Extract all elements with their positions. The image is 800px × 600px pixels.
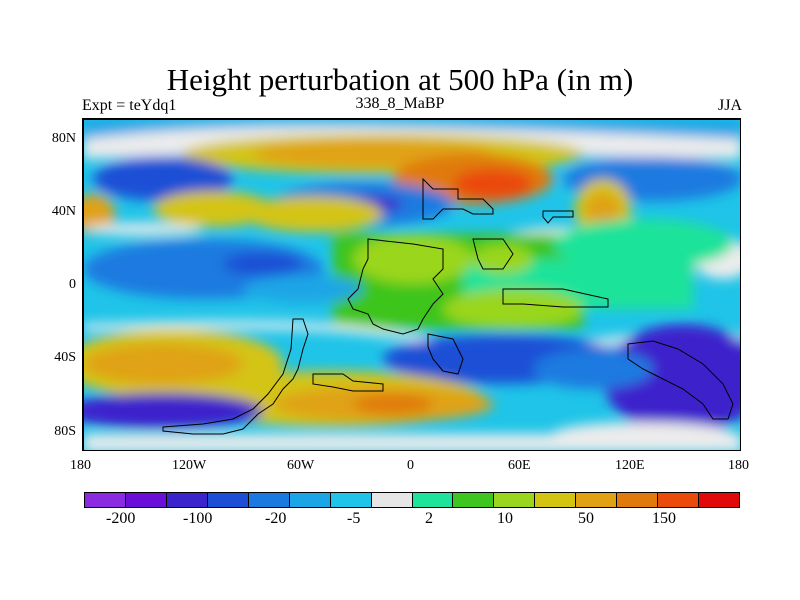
colorbar-swatch — [125, 493, 167, 507]
colorbar-swatch — [330, 493, 372, 507]
contour-field — [83, 119, 740, 450]
x-tick-120e: 120E — [615, 458, 645, 473]
period-label: 338_8_MaBP — [355, 95, 445, 112]
colorbar-swatch — [371, 493, 413, 507]
x-tick-60w: 60W — [287, 458, 315, 473]
y-tick-40s: 40S — [54, 350, 76, 365]
x-tick-60e: 60E — [508, 458, 531, 473]
y-tick-0: 0 — [69, 277, 76, 292]
colorbar-swatch — [535, 493, 577, 507]
colorbar-swatch — [617, 493, 659, 507]
colorbar-label-150: 150 — [652, 510, 676, 527]
y-tick-80n: 80N — [51, 131, 76, 146]
y-tick-80s: 80S — [54, 424, 76, 439]
colorbar-label-10: 10 — [497, 510, 513, 527]
colorbar-swatch — [248, 493, 290, 507]
colorbar-swatch — [494, 493, 536, 507]
colorbar-swatch — [576, 493, 618, 507]
colorbar-swatch — [412, 493, 454, 507]
season-label: JJA — [717, 97, 742, 114]
x-tick-180w: 180 — [70, 458, 91, 473]
colorbar-swatch — [453, 493, 495, 507]
colorbar-label-2: 2 — [425, 510, 433, 527]
x-tick-180e: 180 — [728, 458, 749, 473]
colorbar-label-50: 50 — [578, 510, 594, 527]
colorbar-swatch — [658, 493, 700, 507]
colorbar-label-minus200: -200 — [106, 510, 136, 527]
colorbar-swatch — [85, 493, 126, 507]
colorbar-label-minus20: -20 — [265, 510, 287, 527]
x-tick-120w: 120W — [172, 458, 207, 473]
x-tick-0: 0 — [407, 458, 414, 473]
experiment-label: Expt = teYdq1 — [82, 97, 177, 114]
colorbar-swatch — [207, 493, 249, 507]
colorbar-label-minus100: -100 — [183, 510, 213, 527]
map-plot — [82, 118, 741, 451]
colorbar-swatch — [699, 493, 739, 507]
colorbar-swatch — [289, 493, 331, 507]
y-tick-40n: 40N — [51, 204, 76, 219]
chart-title: Height perturbation at 500 hPa (in m) — [166, 62, 634, 97]
colorbar — [84, 492, 740, 508]
colorbar-swatch — [166, 493, 208, 507]
colorbar-label-minus5: -5 — [347, 510, 361, 527]
